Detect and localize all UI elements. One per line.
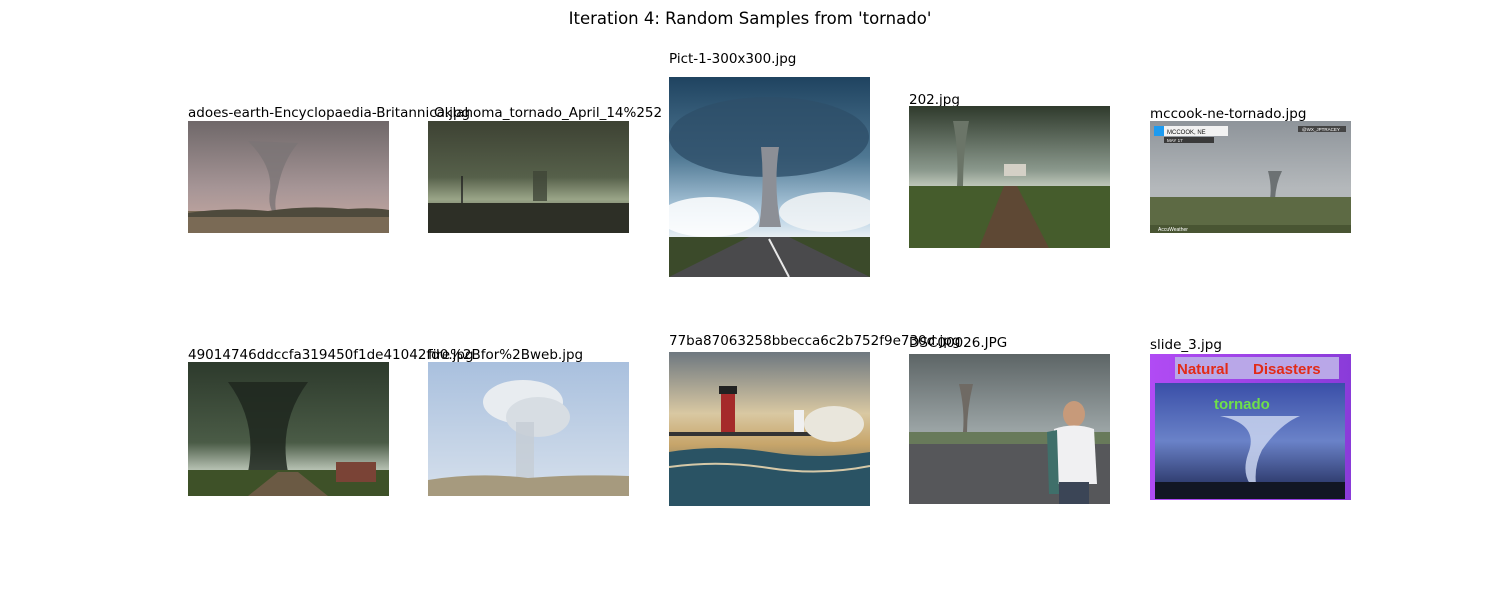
tornado-farm-photo [188,362,389,496]
news-location-label: MCCOOK, NE [1167,130,1206,136]
tornado-news-screenshot: MCCOOK, NE MAY 17 @WX_JPTRACEY AccuWeath… [1150,121,1351,233]
news-date-label: MAY 17 [1167,138,1183,143]
sample-caption: 202.jpg [909,92,960,108]
figure-title: Iteration 4: Random Samples from 'tornad… [568,9,932,28]
tornado-field-photo [188,121,389,233]
slide-subtitle: tornado [1214,396,1270,413]
tornado-storm-photo [428,121,629,233]
sample-caption: Oklahoma_tornado_April_14%252 [434,105,663,121]
sample-caption: slide_3.jpg [1150,337,1222,353]
tornado-road-photo [669,77,870,277]
tornado-person-photo [909,354,1110,504]
sample-caption: adoes-earth-Encyclopaedia-Britannica.jpg [188,105,471,121]
sample-caption: 77ba87063258bbecca6c2b752f9e730d.jpg [669,333,961,349]
smoke-plume-photo [428,362,629,496]
sample-caption: 49014746ddccfa319450f1de41042fd0.jpg [188,347,474,363]
slide-heading-right: Disasters [1253,361,1321,378]
sample-caption: mccook-ne-tornado.jpg [1150,106,1307,122]
news-brand-label: AccuWeather [1158,227,1188,233]
tornado-field-road-photo [909,106,1110,248]
sample-caption: Pict-1-300x300.jpg [669,51,797,67]
slide-heading-left: Natural [1177,361,1229,378]
sample-caption: DSC00026.JPG [909,335,1008,351]
lighthouse-waves-photo [669,352,870,506]
sample-caption: fire%2Bfor%2Bweb.jpg [428,347,584,363]
natural-disasters-slide: Natural Disasters tornado [1150,354,1351,500]
news-handle-label: @WX_JPTRACEY [1302,127,1340,132]
